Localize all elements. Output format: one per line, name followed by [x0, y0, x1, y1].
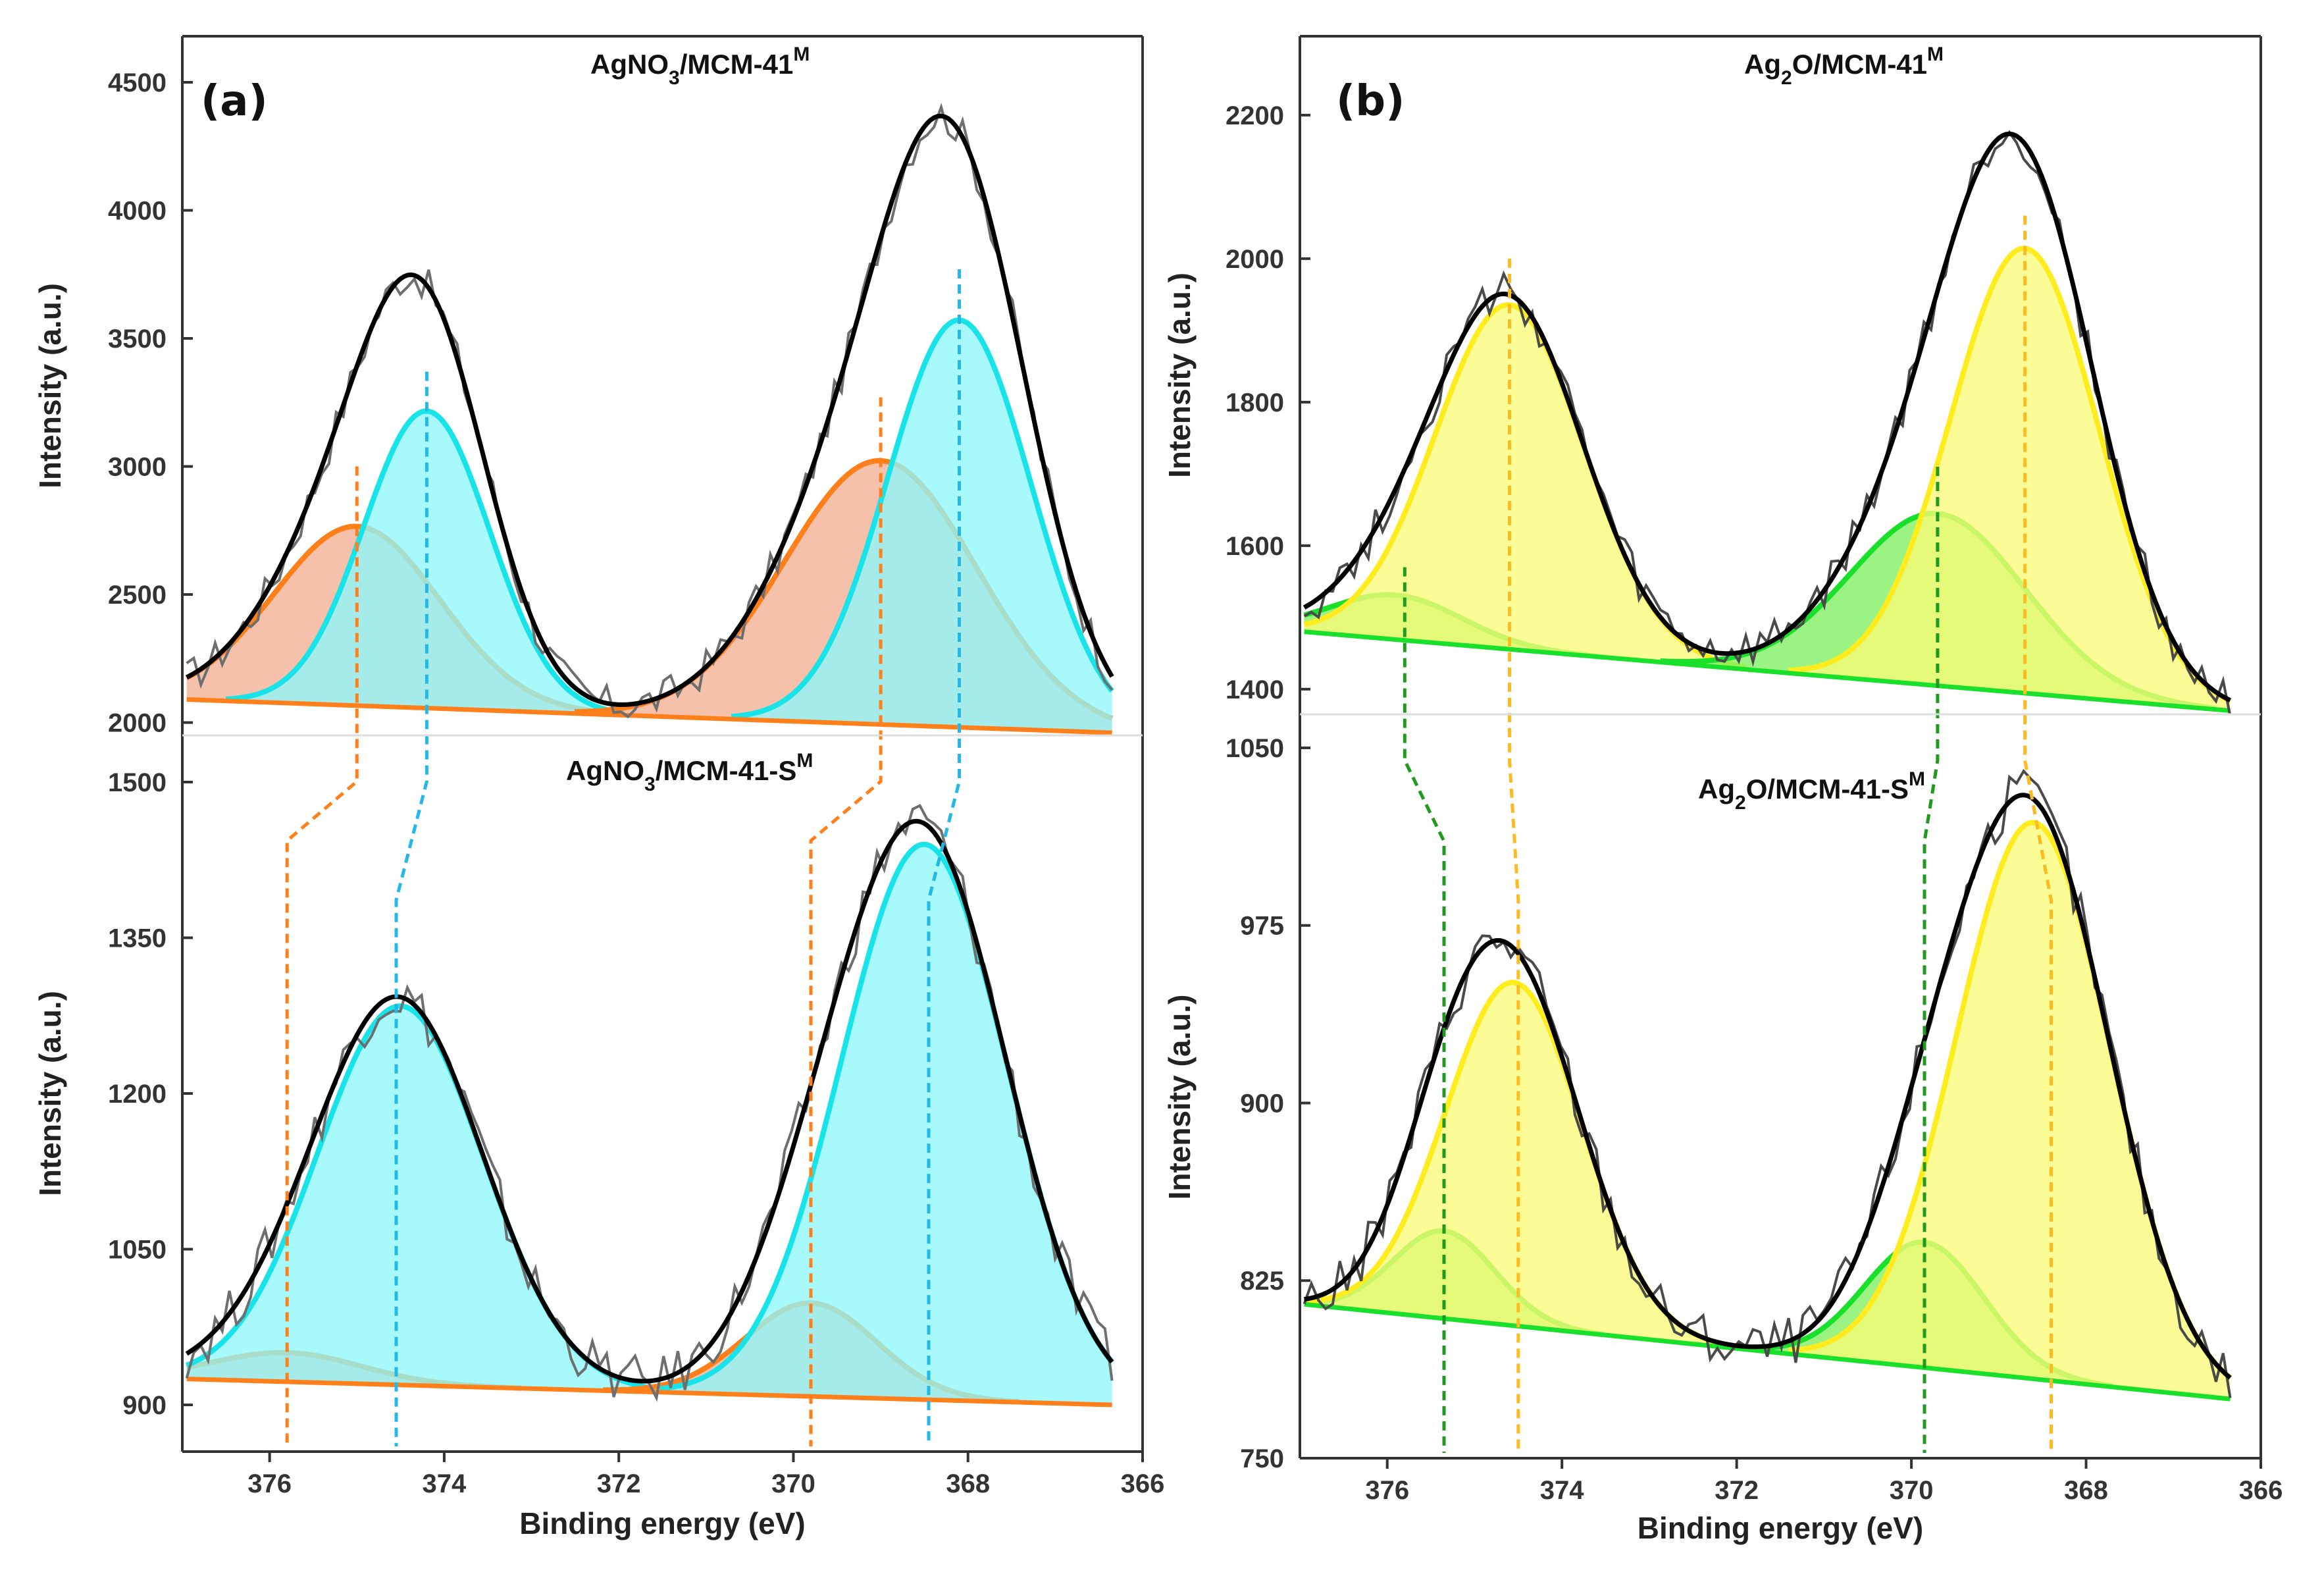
title-superscript: M — [1927, 43, 1944, 65]
comp2-peak-1-fill — [226, 411, 625, 716]
guide-line — [394, 371, 428, 1446]
comp2-peak-1-fill — [186, 1006, 664, 1392]
y-axis-title: Intensity (a.u.) — [1162, 995, 1197, 1200]
raw-data-line — [185, 804, 1114, 1402]
subplot-top: 1400 1600 1800 2000 2200 Intensity (a.u.) Ag2O… — [1162, 43, 2232, 714]
y-tick-label: 1200 — [108, 1080, 167, 1109]
envelope-fit-line — [1304, 793, 2232, 1380]
title-subscript: 3 — [669, 67, 680, 89]
x-tick-label: 376 — [1365, 1476, 1409, 1505]
plot-area — [185, 103, 1114, 735]
envelope-fit-line — [185, 818, 1114, 1384]
y-axis-title: Intensity (a.u.) — [33, 991, 67, 1196]
guide-line — [1923, 467, 1940, 1453]
comp2-peak-1-fill — [1304, 982, 1732, 1348]
comp2-peak-2-fill — [1788, 822, 2231, 1400]
title-subscript: 2 — [1781, 67, 1792, 89]
y-tick-label: 2000 — [108, 709, 167, 738]
subplot-title: AgNO3/MCM-41-SM — [566, 750, 813, 795]
y-tick-label: 2500 — [108, 581, 167, 610]
comp2-peak-2-fill — [1788, 248, 2231, 711]
comp2-peak-2-fill — [659, 844, 1112, 1405]
plot-area — [1303, 768, 2233, 1402]
subplot-top: 2000 2500 3000 3500 4000 4500 Intensity (a.u.)… — [33, 43, 1114, 738]
panel-label: (b) — [1336, 77, 1405, 126]
x-tick-label: 366 — [2239, 1476, 2283, 1505]
x-tick-label: 366 — [1121, 1469, 1165, 1498]
y-tick-label: 3000 — [108, 453, 167, 482]
baseline-line — [186, 1377, 1112, 1407]
envelope-fit-line — [1303, 131, 2232, 702]
y-tick-label: 4500 — [108, 68, 167, 97]
comp2-peak-1-fill — [1304, 305, 1746, 670]
subplot-bottom: 900 1050 1200 1350 1500 Intensity (a.u.) AgNO3… — [33, 750, 1114, 1420]
y-axis-title: Intensity (a.u.) — [33, 283, 67, 488]
y-tick-label: 975 — [1240, 912, 1284, 941]
x-tick-label: 376 — [247, 1469, 292, 1498]
y-tick-label: 1350 — [108, 924, 167, 953]
title-main: AgNO — [566, 755, 644, 786]
title-superscript: M — [1909, 768, 1925, 790]
x-tick-label: 374 — [423, 1469, 467, 1498]
panel-label: (a) — [201, 77, 268, 126]
plot-area — [185, 804, 1114, 1407]
title-rest: /MCM-41 — [680, 49, 794, 80]
x-tick-label: 374 — [1540, 1476, 1584, 1505]
subplot-title: Ag2O/MCM-41M — [1744, 43, 1944, 89]
x-axis-title: Binding energy (eV) — [1638, 1511, 1923, 1545]
y-tick-label: 1600 — [1226, 532, 1284, 561]
title-superscript: M — [796, 750, 813, 772]
y-tick-label: 750 — [1240, 1444, 1284, 1473]
y-tick-label: 1800 — [1226, 388, 1284, 417]
y-tick-label: 900 — [1240, 1089, 1284, 1118]
title-rest: /MCM-41-S — [656, 755, 797, 786]
x-axis-title: Binding energy (eV) — [519, 1506, 805, 1540]
y-tick-label: 1050 — [108, 1236, 167, 1265]
envelope-fit-line — [185, 113, 1114, 707]
title-subscript: 2 — [1735, 792, 1746, 814]
panel-a: 2000 2500 3000 3500 4000 4500 Intensity (a.u.)… — [33, 35, 1165, 1540]
y-tick-label: 825 — [1240, 1267, 1284, 1296]
y-axis-title: Intensity (a.u.) — [1162, 273, 1197, 478]
baseline-line — [1304, 629, 2231, 714]
x-tick-label: 370 — [771, 1469, 815, 1498]
subplot-bottom: 750 825 900 975 1050 Intensity (a.u.) Ag2O/MCM… — [1162, 734, 2233, 1473]
x-tick-label: 368 — [946, 1469, 990, 1498]
x-tick-label: 370 — [1890, 1476, 1934, 1505]
title-rest: O/MCM-41-S — [1746, 774, 1909, 804]
y-tick-label: 2200 — [1226, 101, 1284, 130]
title-main: Ag — [1744, 49, 1781, 80]
x-tick-label: 372 — [597, 1469, 641, 1498]
guide-line — [1508, 258, 1520, 1453]
y-tick-label: 900 — [122, 1391, 167, 1420]
subplot-title: AgNO3/MCM-41M — [590, 43, 810, 89]
guide-line — [809, 397, 883, 1446]
comp2-peak-2-line — [1788, 246, 2232, 704]
subplot-title: Ag2O/MCM-41-SM — [1698, 768, 1925, 814]
comp2-peak-2-fill — [731, 320, 1112, 733]
title-subscript: 3 — [644, 774, 656, 795]
title-rest: O/MCM-41 — [1792, 49, 1927, 80]
y-tick-label: 3500 — [108, 325, 167, 354]
comp2-peak-2-line — [731, 317, 1114, 720]
y-tick-label: 4000 — [108, 197, 167, 226]
guide-line — [1403, 567, 1446, 1453]
plot-area — [1303, 130, 2232, 714]
y-tick-label: 1050 — [1226, 734, 1284, 763]
title-superscript: M — [793, 43, 810, 65]
y-tick-label: 1400 — [1226, 675, 1284, 704]
y-tick-label: 2000 — [1226, 245, 1284, 274]
guide-line — [285, 466, 359, 1446]
x-tick-label: 372 — [1715, 1476, 1759, 1505]
y-tick-label: 1500 — [108, 768, 167, 797]
title-main: Ag — [1698, 774, 1735, 804]
title-main: AgNO — [590, 49, 669, 80]
x-tick-label: 368 — [2064, 1476, 2108, 1505]
